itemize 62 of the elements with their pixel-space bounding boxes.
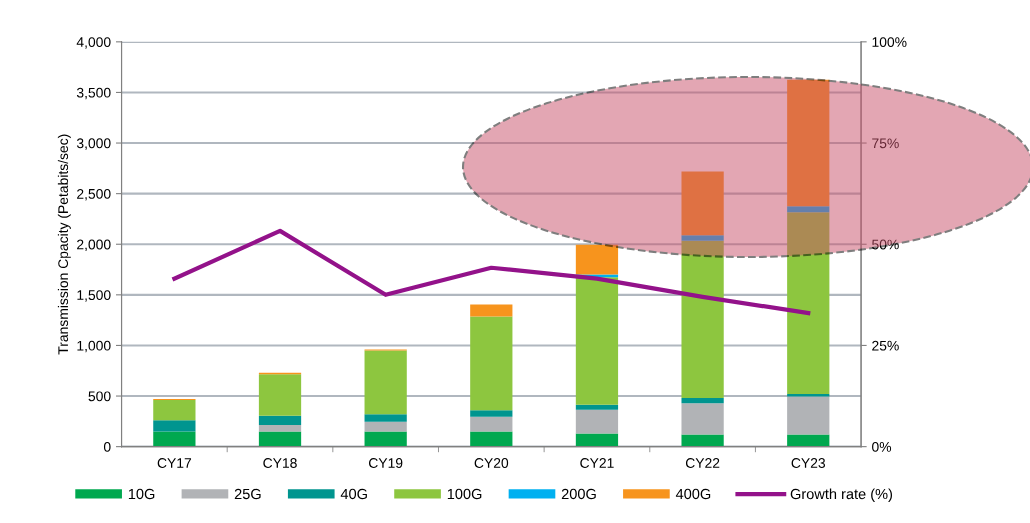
- bar: [575, 433, 619, 447]
- bar: [470, 410, 513, 417]
- legend-label: 40G: [340, 488, 367, 500]
- y2-tick-label: 25%: [872, 340, 899, 351]
- bar: [153, 420, 196, 432]
- bar: [681, 171, 724, 236]
- legend-label: 100G: [447, 488, 482, 500]
- bar: [258, 424, 302, 432]
- y-axis-title: Transmission Cpacity (Petabits/sec): [57, 134, 71, 355]
- bar: [681, 434, 724, 447]
- bar: [364, 431, 407, 447]
- y-tick-label: 500: [88, 391, 111, 402]
- bar: [787, 212, 830, 395]
- bar: [470, 416, 513, 432]
- bar: [153, 431, 196, 447]
- bar: [258, 374, 302, 416]
- bar: [575, 409, 619, 434]
- bar: [681, 398, 724, 404]
- y-tick-label: 3,500: [76, 87, 111, 100]
- line-series: [172, 228, 811, 316]
- x-tick-label: CY22: [685, 458, 720, 468]
- bar: [364, 421, 407, 432]
- x-tick-label: CY18: [263, 458, 297, 468]
- bar: [258, 431, 302, 447]
- bar: [575, 244, 619, 275]
- legend-label: 25G: [234, 488, 261, 500]
- y-tick-label: 1,000: [77, 340, 111, 353]
- y2-tick-label: 100%: [872, 37, 907, 48]
- legend-label: 200G: [561, 488, 596, 500]
- y2-tick-label: 75%: [872, 138, 899, 149]
- bar: [681, 240, 724, 399]
- bar: [470, 304, 513, 317]
- bar: [364, 350, 407, 415]
- bar: [681, 235, 724, 241]
- x-tick-label: CY21: [580, 458, 614, 468]
- legend-label: 400G: [675, 488, 711, 500]
- y-tick-label: 0: [103, 441, 111, 452]
- bar: [681, 403, 724, 435]
- y-tick-label: 4,000: [76, 37, 111, 49]
- bar: [787, 396, 830, 435]
- bar: [787, 206, 830, 213]
- bar: [787, 434, 830, 447]
- bar: [258, 415, 302, 425]
- bar: [575, 404, 619, 410]
- bar: [787, 394, 830, 397]
- legend-label: 10G: [128, 488, 155, 500]
- y2-tick-label: 0%: [872, 441, 892, 452]
- y-tick-label: 1,500: [77, 290, 111, 302]
- y-tick-label: 3,000: [76, 138, 111, 150]
- bar: [787, 79, 830, 207]
- y-tick-label: 2,000: [77, 239, 111, 252]
- bar: [153, 400, 196, 421]
- y-tick-label: 2,500: [77, 188, 111, 201]
- x-tick-label: CY23: [791, 458, 826, 468]
- x-tick-label: CY17: [157, 458, 192, 468]
- legend-label: Growth rate (%): [790, 488, 893, 503]
- x-tick-label: CY19: [369, 458, 403, 468]
- bar: [470, 316, 513, 411]
- bar: [364, 414, 407, 422]
- bar: [470, 431, 513, 447]
- x-tick-label: CY20: [474, 458, 509, 468]
- bar: [575, 277, 619, 405]
